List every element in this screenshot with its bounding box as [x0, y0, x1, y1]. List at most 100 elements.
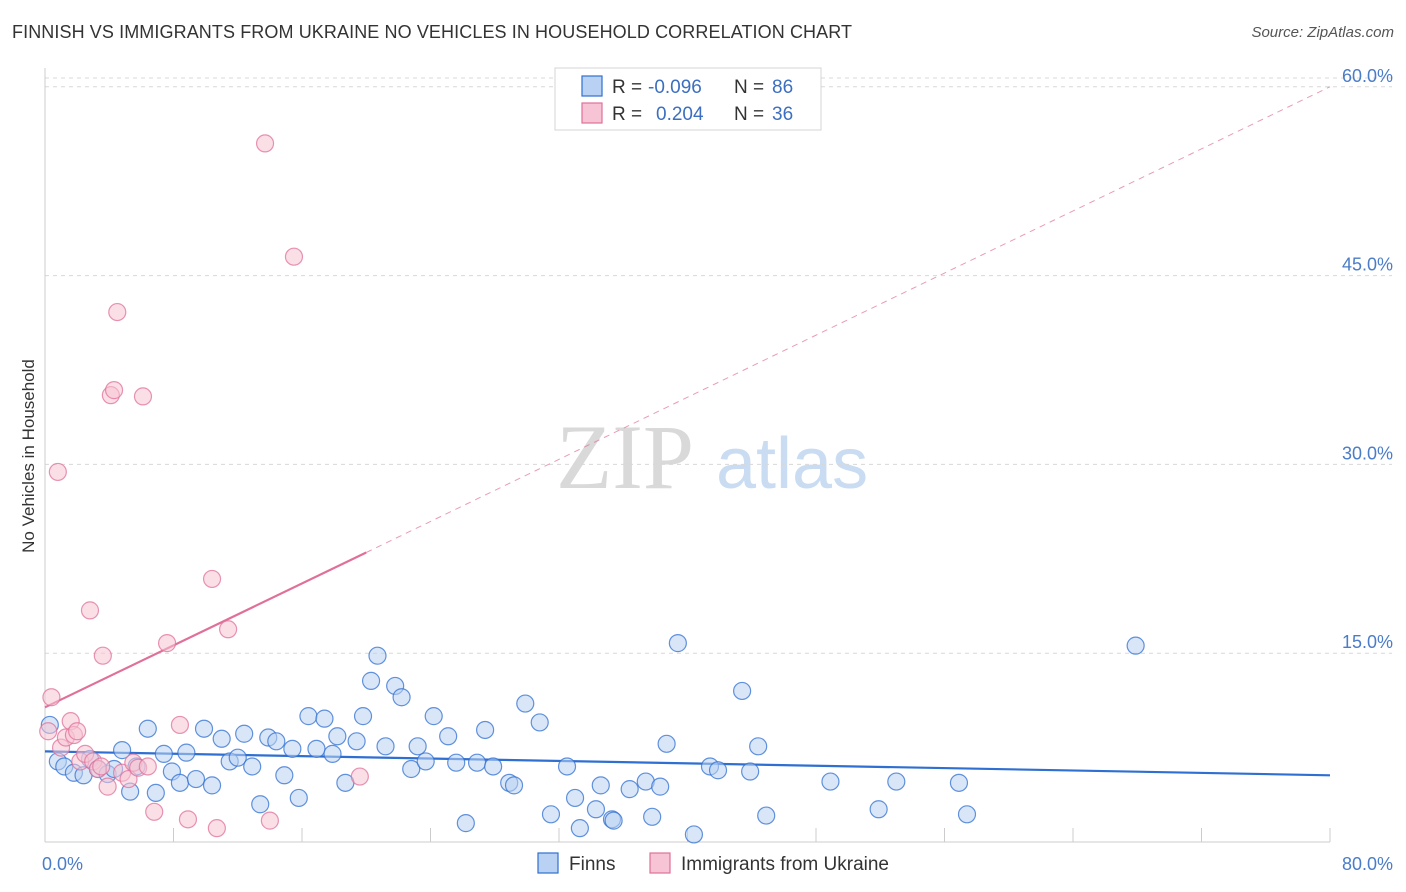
ukraine-point — [260, 811, 279, 830]
legend-n-label-ukraine: N = — [734, 104, 764, 125]
data-points — [39, 134, 1145, 844]
ukraine-point — [138, 757, 157, 776]
y-tick-label: 60.0% — [1342, 66, 1393, 86]
finns-trend-line — [44, 750, 1331, 777]
y-tick-label: 45.0% — [1342, 255, 1393, 275]
ukraine-point — [350, 767, 369, 786]
finns-point — [353, 707, 373, 726]
finns-point — [289, 788, 308, 808]
finns-point — [869, 800, 888, 819]
ukraine-trend-extension — [366, 86, 1331, 553]
bottom-legend: Finns Immigrants from Ukraine — [537, 852, 889, 875]
ukraine-point — [202, 569, 222, 589]
finns-point — [194, 719, 214, 738]
legend-r-value-ukraine: 0.204 — [656, 104, 704, 125]
finns-point — [347, 732, 366, 751]
x-tick-label-start: 0.0% — [42, 854, 83, 874]
finns-point — [177, 743, 196, 762]
ukraine-point — [92, 757, 111, 776]
ukraine-point — [178, 810, 198, 829]
finns-point — [376, 737, 395, 756]
x-tick-label-end: 80.0% — [1342, 854, 1393, 874]
y-tick-label: 15.0% — [1342, 632, 1393, 652]
ukraine-point — [42, 688, 61, 707]
grid-lines — [45, 77, 1392, 654]
finns-point — [651, 777, 670, 796]
finns-point — [228, 748, 247, 767]
finns-point — [402, 759, 421, 779]
finns-point — [299, 707, 318, 726]
ukraine-point — [98, 777, 117, 796]
finns-point — [267, 732, 286, 751]
legend: R = -0.096 N = 86 R = 0.204 N = 36 — [554, 67, 822, 131]
finns-point — [186, 769, 206, 789]
legend-swatch-finns — [581, 75, 603, 97]
finns-point — [447, 753, 466, 772]
finns-point — [476, 720, 495, 740]
finns-point — [557, 757, 577, 776]
finns-point — [565, 788, 585, 808]
legend-n-label-finns: N = — [734, 77, 764, 98]
finns-point — [604, 811, 623, 830]
legend-swatch-ukraine — [581, 102, 603, 124]
ukraine-point — [39, 722, 58, 741]
finns-point — [467, 753, 487, 772]
finns-point — [516, 694, 535, 713]
finns-point — [112, 741, 132, 760]
finns-point — [170, 773, 190, 792]
ukraine-point — [104, 381, 124, 400]
ukraine-point — [170, 715, 190, 735]
legend-n-value-ukraine: 36 — [772, 104, 793, 125]
finns-point — [741, 762, 760, 781]
chart-title: FINNISH VS IMMIGRANTS FROM UKRAINE NO VE… — [12, 22, 853, 42]
ukraine-point — [255, 134, 275, 153]
finns-point — [146, 783, 165, 803]
finns-point — [154, 744, 173, 763]
trend-lines — [44, 86, 1331, 777]
finns-point — [416, 752, 435, 771]
finns-point — [1126, 636, 1145, 655]
finns-point — [275, 766, 294, 785]
finns-point — [361, 671, 381, 690]
bottom-legend-swatch-finns — [537, 852, 559, 874]
finns-point — [887, 772, 906, 791]
finns-point — [530, 713, 549, 732]
ukraine-point — [48, 462, 67, 482]
finns-point — [541, 805, 561, 824]
finns-point — [708, 761, 728, 780]
legend-n-value-finns: 86 — [772, 77, 793, 98]
watermark-zip: ZIP — [556, 406, 694, 508]
bottom-legend-swatch-ukraine — [649, 852, 671, 874]
ukraine-point — [108, 302, 127, 322]
ukraine-point — [93, 646, 112, 665]
axes — [44, 68, 1331, 843]
finns-point — [251, 795, 270, 814]
ukraine-point — [207, 819, 226, 838]
finns-point — [684, 825, 704, 844]
finns-point — [657, 734, 676, 753]
bottom-legend-label-finns: Finns — [569, 854, 615, 875]
finns-point — [733, 681, 752, 701]
y-axis-label: No Vehicles in Household — [19, 359, 38, 553]
finns-point — [235, 724, 254, 743]
ukraine-point — [284, 247, 304, 266]
finns-point — [307, 739, 326, 758]
finns-point — [957, 805, 977, 824]
finns-point — [243, 757, 262, 776]
watermark: ZIP atlas — [556, 406, 868, 508]
finns-point — [328, 727, 347, 746]
legend-r-label-ukraine: R = — [612, 104, 642, 125]
ukraine-point — [145, 802, 164, 821]
finns-point — [323, 744, 342, 763]
tick-labels: 15.0% 30.0% 45.0% 60.0% 0.0% 80.0% — [42, 66, 1393, 874]
finns-point — [749, 737, 768, 756]
finns-point — [408, 737, 427, 756]
finns-point — [591, 776, 610, 795]
finns-point — [439, 727, 458, 746]
finns-point — [484, 757, 503, 776]
ukraine-trend-line — [44, 551, 367, 709]
finns-point — [202, 776, 222, 795]
finns-point — [212, 729, 231, 748]
ukraine-point — [68, 722, 87, 741]
finns-point — [643, 807, 662, 826]
